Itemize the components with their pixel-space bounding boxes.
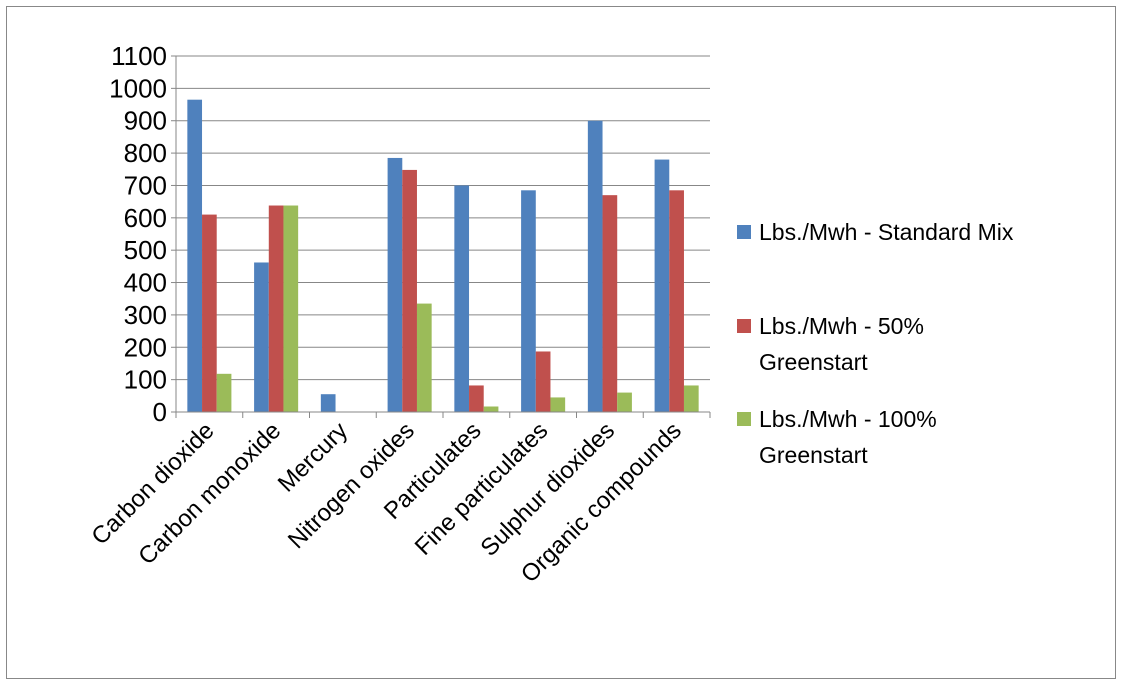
bar-fine-particulates-series-1 xyxy=(521,190,536,412)
y-tick-label: 100 xyxy=(124,365,167,395)
legend-swatch xyxy=(737,319,751,333)
legend-item-2: Lbs./Mwh - 50% Greenstart xyxy=(737,313,924,375)
legend-swatch xyxy=(737,412,751,426)
bar-carbon-monoxide-series-1 xyxy=(254,262,269,412)
bars xyxy=(187,99,699,413)
legend-item-3: Lbs./Mwh - 100% Greenstart xyxy=(737,406,937,468)
bar-particulates-series-2 xyxy=(469,385,484,412)
bar-organic-compounds-series-1 xyxy=(654,159,670,412)
axes xyxy=(175,56,711,418)
legend-label-line: Lbs./Mwh - 50% xyxy=(759,313,924,339)
bar-sulphur-dioxides-series-2 xyxy=(602,195,618,412)
legend-label-line: Lbs./Mwh - Standard Mix xyxy=(759,219,1014,245)
legend-swatch xyxy=(737,225,751,239)
legend-label: Lbs./Mwh - Standard Mix xyxy=(759,219,1014,245)
legend: Lbs./Mwh - Standard Mix Lbs./Mwh - 50% Gre… xyxy=(737,219,1014,468)
y-tick-label: 900 xyxy=(124,106,167,136)
bar-nitrogen-oxides-series-1 xyxy=(387,157,403,412)
bar-nitrogen-oxides-series-3 xyxy=(416,303,432,412)
bar-organic-compounds-series-2 xyxy=(669,190,684,412)
bar-fine-particulates-series-3 xyxy=(550,397,566,412)
bar-mercury-series-1 xyxy=(320,394,336,412)
y-tick-label: 200 xyxy=(124,332,167,362)
bar-carbon-dioxide-series-3 xyxy=(216,373,232,412)
y-tick-label: 1100 xyxy=(111,41,167,71)
legend-label-line: Greenstart xyxy=(759,442,868,468)
bar-carbon-monoxide-series-3 xyxy=(283,205,299,412)
legend-label: Lbs./Mwh - 50% Greenstart xyxy=(759,313,924,375)
chart-border xyxy=(6,6,1116,679)
y-tick-label: 800 xyxy=(124,138,167,168)
bar-organic-compounds-series-3 xyxy=(683,385,699,412)
y-tick-label: 400 xyxy=(124,268,167,298)
bar-sulphur-dioxides-series-1 xyxy=(587,120,603,413)
y-tick-label: 700 xyxy=(124,170,167,200)
legend-label-line: Greenstart xyxy=(759,349,868,375)
legend-label-line: Lbs./Mwh - 100% xyxy=(759,406,937,432)
y-tick-label: 0 xyxy=(153,397,167,427)
bar-nitrogen-oxides-series-2 xyxy=(402,169,417,412)
legend-label: Lbs./Mwh - 100% Greenstart xyxy=(759,406,937,468)
bar-carbon-dioxide-series-2 xyxy=(202,214,217,412)
bar-particulates-series-3 xyxy=(483,406,499,412)
y-tick-label: 500 xyxy=(124,235,167,265)
bar-fine-particulates-series-2 xyxy=(535,351,551,412)
bar-particulates-series-1 xyxy=(454,185,470,412)
bar-carbon-dioxide-series-1 xyxy=(187,99,203,412)
bar-sulphur-dioxides-series-3 xyxy=(617,392,632,412)
legend-item-1: Lbs./Mwh - Standard Mix xyxy=(737,219,1014,245)
bar-carbon-monoxide-series-2 xyxy=(268,205,284,412)
y-tick-label: 600 xyxy=(124,203,167,233)
y-tick-label: 300 xyxy=(124,300,167,330)
y-tick-label: 1000 xyxy=(109,73,167,103)
